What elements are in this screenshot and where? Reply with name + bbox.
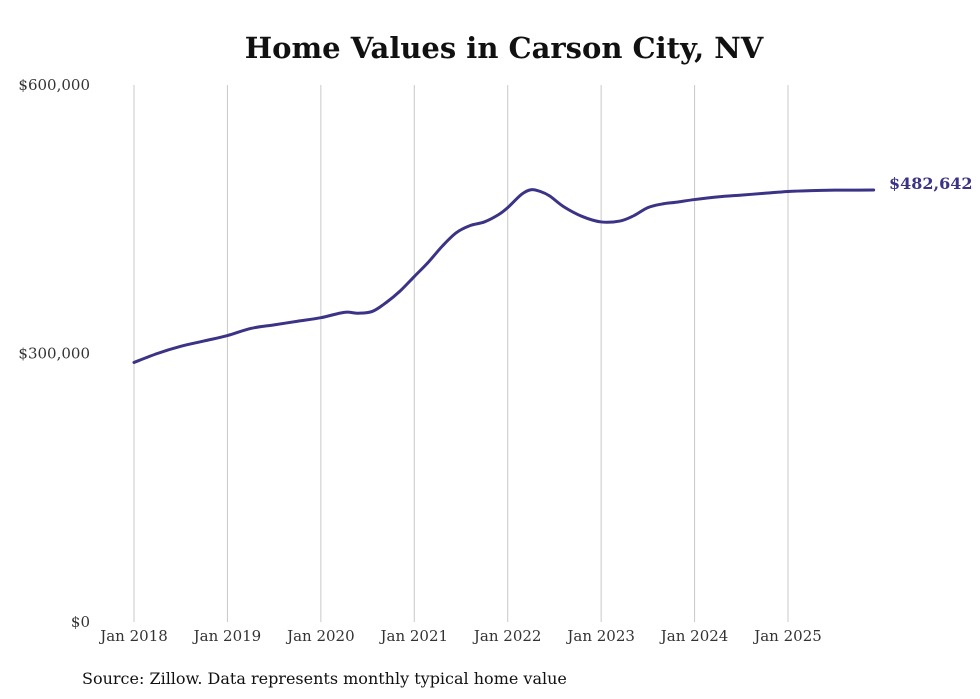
y-tick-label-0: $0 bbox=[71, 613, 90, 631]
x-tick-label-2: Jan 2020 bbox=[285, 627, 355, 645]
x-tick-label-6: Jan 2024 bbox=[659, 627, 729, 645]
y-axis-tick-labels: $0 $300,000 $600,000 bbox=[18, 76, 90, 631]
x-tick-label-1: Jan 2019 bbox=[192, 627, 262, 645]
x-tick-label-4: Jan 2022 bbox=[472, 627, 542, 645]
x-tick-label-3: Jan 2021 bbox=[379, 627, 449, 645]
y-tick-label-1: $300,000 bbox=[18, 345, 90, 363]
source-note: Source: Zillow. Data represents monthly … bbox=[82, 669, 567, 688]
x-tick-label-5: Jan 2023 bbox=[565, 627, 635, 645]
gridlines bbox=[133, 85, 789, 622]
x-tick-label-0: Jan 2018 bbox=[98, 627, 168, 645]
x-axis-tick-labels: Jan 2018 Jan 2019 Jan 2020 Jan 2021 Jan 2022… bbox=[98, 627, 822, 645]
series-line-0 bbox=[132, 188, 876, 364]
x-tick-label-7: Jan 2025 bbox=[752, 627, 822, 645]
series-lines bbox=[132, 188, 876, 364]
end-value-label: $482,642 bbox=[889, 174, 973, 193]
chart-title: Home Values in Carson City, NV bbox=[245, 31, 764, 65]
y-tick-label-2: $600,000 bbox=[18, 76, 90, 94]
